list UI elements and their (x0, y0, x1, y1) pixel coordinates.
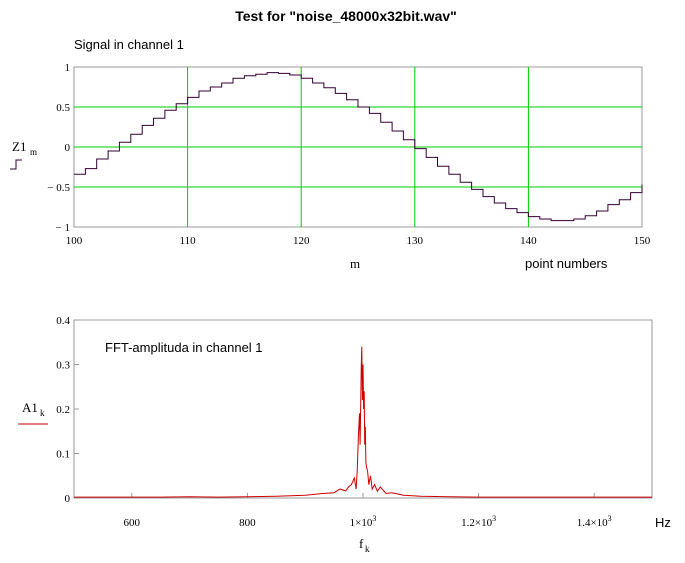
fft-y-label-sub: k (40, 408, 45, 418)
signal-y-axis-label: Z1 m (10, 139, 37, 170)
signal-x-tick-label: 130 (407, 235, 424, 247)
fft-x-tick-label: 1.4×103 (577, 514, 612, 529)
signal-y-tick-label: 0.5 (56, 102, 70, 114)
fft-x-tick-label: 1×103 (350, 514, 377, 529)
signal-x-unit-label: point numbers (525, 256, 608, 271)
fft-x-tick-label: 600 (124, 517, 141, 529)
page-title: Test for "noise_48000x32bit.wav" (235, 8, 457, 24)
fft-y-tick-label: 0.3 (56, 360, 70, 372)
fft-y-label-main: A1 (22, 400, 38, 415)
fft-y-ticks: 0.4 0.3 0.2 0.1 0 (56, 315, 79, 505)
signal-series-line (74, 72, 643, 222)
signal-y-label-main: Z1 (12, 139, 26, 154)
signal-y-tick-label: − 1 (56, 222, 70, 234)
fft-series-line (74, 346, 652, 498)
signal-chart: Signal in channel 1 1 0.5 0 − 0.5 − 1 100 110… (10, 37, 651, 271)
fft-x-label-main: f (359, 536, 364, 551)
fft-y-tick-label: 0.2 (56, 404, 70, 416)
signal-x-tick-label: 120 (293, 235, 310, 247)
fft-x-axis-label: f k (359, 536, 370, 554)
fft-x-tick-label: 800 (239, 517, 256, 529)
fft-y-tick-label: 0.4 (56, 315, 70, 327)
signal-x-ticks: 100 110 120 130 140 150 (66, 235, 651, 247)
fft-chart: FFT-amplituda in channel 1 0.40.30.20.10… (18, 315, 671, 554)
signal-y-tick-label: 0 (65, 142, 71, 154)
fft-x-unit-label: Hz (655, 515, 671, 530)
fft-y-axis-label: A1 k (18, 400, 48, 425)
signal-y-tick-label: − 0.5 (47, 182, 70, 194)
fft-x-label-sub: k (365, 544, 370, 554)
signal-x-tick-label: 110 (180, 235, 197, 247)
signal-grid (74, 67, 642, 227)
signal-y-ticks: 1 0.5 0 − 0.5 − 1 (47, 62, 70, 234)
fft-x-tick-label: 1.2×103 (461, 514, 496, 529)
signal-y-tick-label: 1 (65, 62, 71, 74)
fft-y-tick-label: 0 (65, 493, 71, 505)
fft-y-tick-label: 0.1 (56, 449, 70, 461)
signal-annotation: Signal in channel 1 (74, 37, 184, 52)
fft-annotation: FFT-amplituda in channel 1 (105, 340, 263, 355)
signal-x-tick-label: 150 (634, 235, 651, 247)
signal-x-axis-label: m (350, 256, 360, 271)
signal-x-tick-label: 140 (520, 235, 537, 247)
signal-x-tick-label: 100 (66, 235, 83, 247)
signal-legend-swatch (10, 159, 22, 170)
signal-y-label-sub: m (30, 147, 37, 157)
fft-x-ticks: 600 800 1×103 1.2×103 1.4×103 (124, 493, 612, 529)
